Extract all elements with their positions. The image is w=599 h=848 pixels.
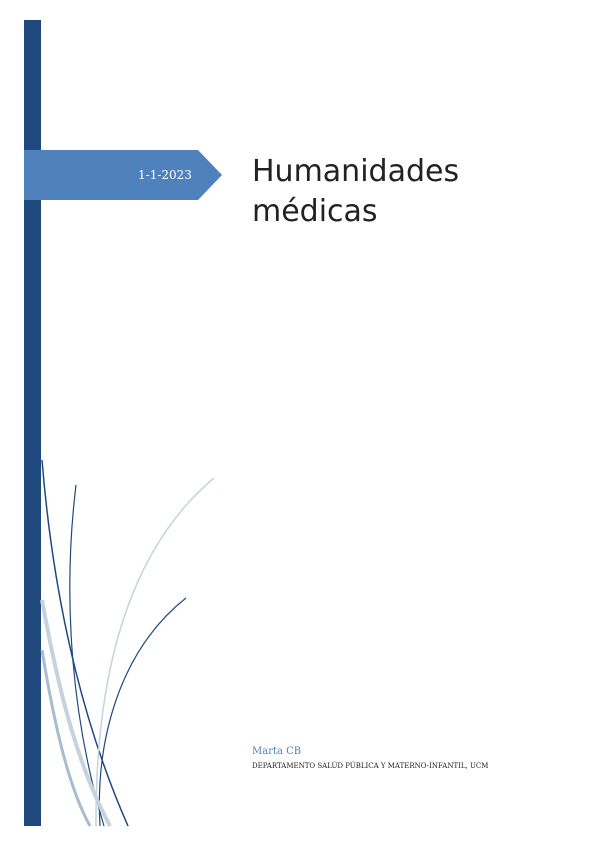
curve <box>69 484 105 827</box>
title-line: médicas <box>252 194 378 229</box>
title: Humanidades médicas <box>252 152 459 232</box>
date-banner <box>24 150 222 200</box>
date: 1-1-2023 <box>138 168 192 182</box>
curve <box>40 599 112 827</box>
curve <box>40 649 92 827</box>
side-bar <box>24 20 41 826</box>
title-line: Humanidades <box>252 154 460 189</box>
curve <box>98 597 187 827</box>
author: Marta CB <box>252 746 302 757</box>
curve <box>41 459 129 827</box>
department: DEPARTAMENTO SALÚD PÚBLICA Y MATERNO-INF… <box>252 762 489 770</box>
curve <box>95 477 215 827</box>
